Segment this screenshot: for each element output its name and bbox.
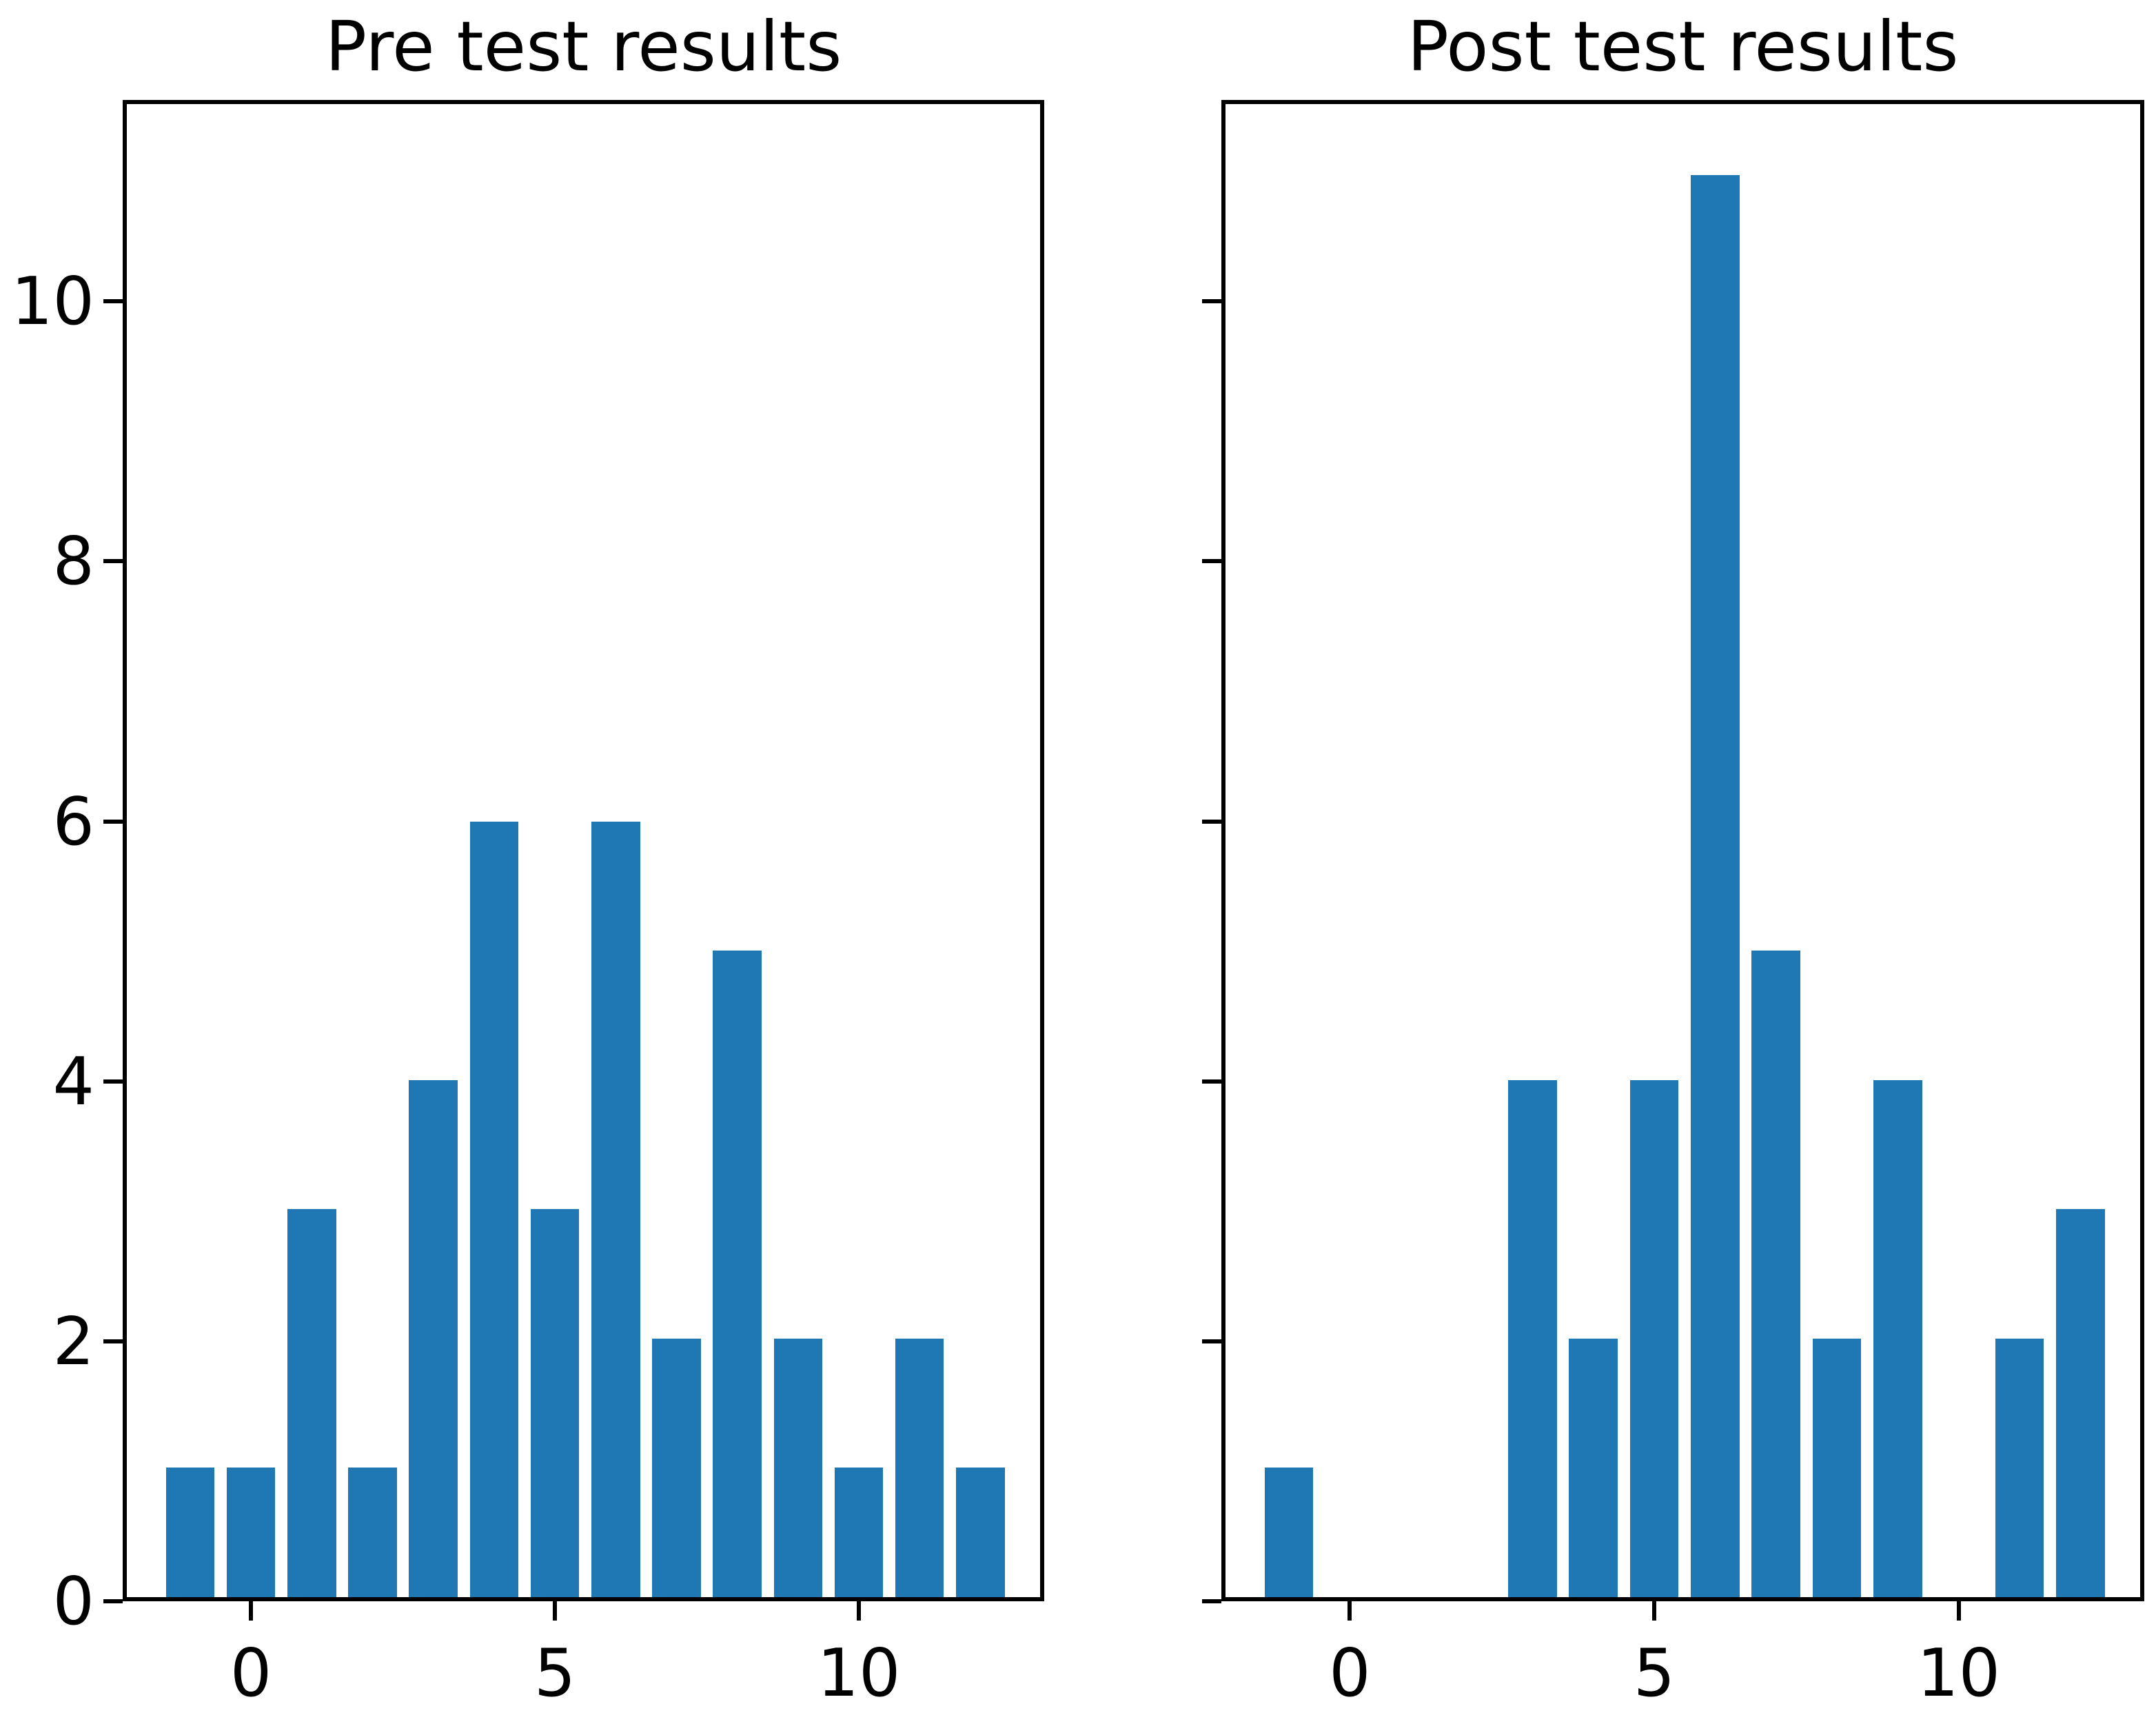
bar <box>2055 1209 2105 1597</box>
chart-title-post: Post test results <box>1407 6 1959 87</box>
chart-title-pre: Pre test results <box>325 6 842 87</box>
axes-spines <box>1221 100 2144 1601</box>
y-tick <box>1202 559 1221 564</box>
bar <box>530 1209 580 1597</box>
x-tick-label: 0 <box>1329 1636 1371 1712</box>
x-tick-label: 5 <box>1633 1636 1676 1712</box>
bar <box>1873 1079 1922 1597</box>
bar <box>469 821 519 1597</box>
y-tick-label: 8 <box>52 524 94 600</box>
x-tick <box>1348 1601 1352 1621</box>
y-tick-label: 2 <box>52 1303 94 1380</box>
y-tick <box>103 1079 123 1084</box>
axes-spines <box>123 100 1044 1601</box>
y-tick <box>103 299 123 304</box>
bar <box>165 1468 215 1597</box>
bar <box>1690 175 1740 1597</box>
y-tick <box>103 1599 123 1603</box>
y-tick <box>1202 1079 1221 1084</box>
x-tick <box>553 1601 558 1621</box>
y-tick <box>1202 1339 1221 1343</box>
bar <box>956 1468 1005 1597</box>
bar <box>652 1338 701 1597</box>
y-tick <box>103 1339 123 1343</box>
x-tick <box>1651 1601 1656 1621</box>
x-tick-label: 10 <box>1917 1636 2001 1712</box>
bars-container <box>127 104 1040 1597</box>
x-tick-label: 10 <box>817 1636 901 1712</box>
y-tick <box>103 819 123 824</box>
bar <box>409 1079 458 1597</box>
bar <box>773 1338 823 1597</box>
bars-container <box>1226 104 2140 1597</box>
bar <box>834 1468 884 1597</box>
x-tick-label: 5 <box>533 1636 576 1712</box>
bar <box>1812 1338 1862 1597</box>
y-tick <box>1202 1599 1221 1603</box>
x-tick <box>249 1601 254 1621</box>
bar <box>895 1338 944 1597</box>
y-tick <box>1202 819 1221 824</box>
x-tick-label: 0 <box>230 1636 272 1712</box>
bar <box>348 1468 397 1597</box>
y-tick-label: 10 <box>11 264 94 341</box>
y-tick <box>1202 299 1221 304</box>
bar <box>287 1209 336 1597</box>
bar <box>1508 1079 1557 1597</box>
bar <box>1264 1468 1314 1597</box>
bar <box>591 821 640 1597</box>
y-tick <box>103 559 123 564</box>
bar <box>1629 1079 1679 1597</box>
bar <box>226 1468 276 1597</box>
y-tick-label: 6 <box>52 784 94 860</box>
x-tick <box>1956 1601 1961 1621</box>
y-tick-label: 4 <box>52 1044 94 1120</box>
bar <box>713 951 762 1597</box>
bar <box>1569 1338 1618 1597</box>
x-tick <box>857 1601 861 1621</box>
bar <box>1995 1338 2044 1597</box>
y-tick-label: 0 <box>52 1564 94 1640</box>
bar <box>1751 951 1800 1597</box>
